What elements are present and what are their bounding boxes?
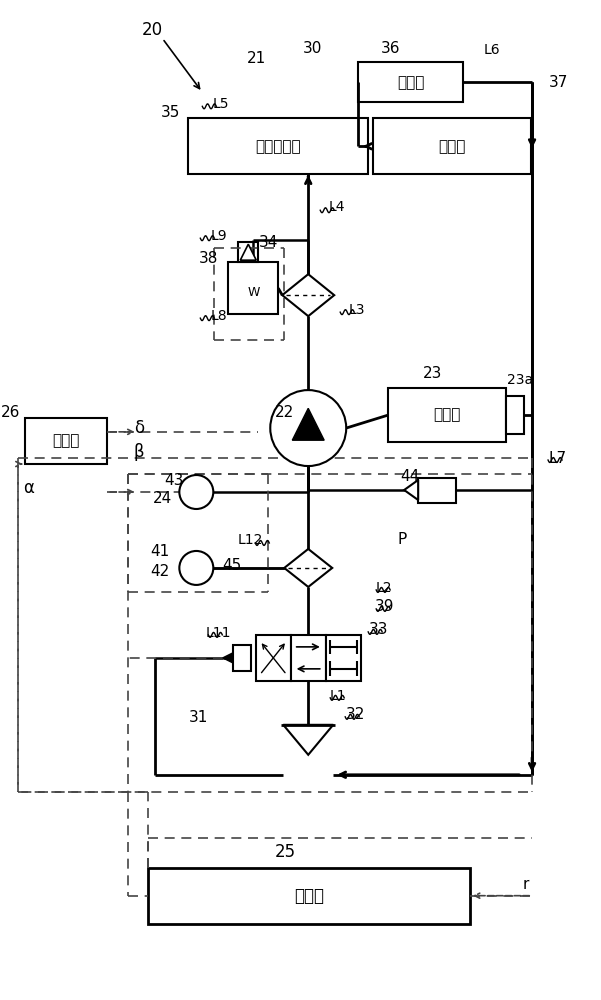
Text: 38: 38 — [198, 251, 218, 266]
Polygon shape — [404, 480, 418, 500]
Bar — [148, 868, 470, 924]
Bar — [233, 645, 251, 671]
Text: L12: L12 — [237, 533, 263, 547]
Text: 23: 23 — [423, 366, 442, 381]
Text: L6: L6 — [484, 43, 501, 57]
Bar — [238, 242, 258, 262]
Bar — [388, 388, 506, 442]
Text: 23a: 23a — [507, 373, 533, 387]
Polygon shape — [282, 274, 334, 316]
Bar — [25, 418, 108, 464]
Text: L3: L3 — [348, 303, 365, 317]
Text: β: β — [134, 443, 144, 461]
Polygon shape — [284, 549, 332, 587]
Text: 控制部: 控制部 — [294, 887, 324, 905]
Text: 42: 42 — [151, 564, 170, 579]
Polygon shape — [223, 653, 233, 663]
Text: δ: δ — [134, 419, 144, 437]
Bar — [506, 396, 524, 434]
Bar — [228, 262, 278, 314]
Bar — [373, 118, 531, 174]
Text: 21: 21 — [246, 51, 266, 66]
Text: 43: 43 — [165, 473, 184, 488]
Text: L4: L4 — [328, 200, 345, 214]
Bar — [291, 635, 326, 681]
Text: 37: 37 — [548, 75, 568, 90]
Text: 20: 20 — [142, 21, 163, 39]
Text: 冷却器: 冷却器 — [397, 75, 424, 90]
Text: L2: L2 — [376, 581, 392, 595]
Text: α: α — [23, 479, 34, 497]
Text: 31: 31 — [189, 710, 208, 725]
Text: 24: 24 — [153, 491, 172, 506]
Text: 45: 45 — [223, 558, 242, 573]
Text: 41: 41 — [151, 544, 170, 559]
Text: 44: 44 — [400, 469, 419, 484]
Text: 33: 33 — [368, 622, 388, 637]
Polygon shape — [240, 244, 256, 260]
Text: 26: 26 — [1, 405, 20, 420]
Text: 变速器: 变速器 — [439, 139, 466, 154]
Text: 36: 36 — [380, 41, 400, 56]
Circle shape — [179, 475, 213, 509]
Bar — [256, 635, 291, 681]
Text: 发送部: 发送部 — [53, 434, 80, 449]
Text: L8: L8 — [210, 309, 227, 323]
Text: P: P — [397, 532, 407, 547]
Bar — [358, 62, 463, 102]
Text: 液力变矩器: 液力变矩器 — [255, 139, 301, 154]
Text: L1: L1 — [330, 689, 347, 703]
Text: r: r — [523, 877, 529, 892]
Circle shape — [270, 390, 346, 466]
Text: L5: L5 — [212, 97, 229, 111]
Text: 39: 39 — [374, 599, 394, 614]
Text: L9: L9 — [210, 229, 227, 243]
Text: 22: 22 — [275, 405, 294, 420]
Text: 34: 34 — [258, 235, 278, 250]
Bar — [418, 478, 456, 503]
Text: 32: 32 — [346, 707, 365, 722]
Text: L7: L7 — [549, 451, 567, 466]
Text: 30: 30 — [302, 41, 322, 56]
Bar — [188, 118, 368, 174]
Text: 发动机: 发动机 — [433, 408, 461, 423]
Bar — [326, 635, 361, 681]
Text: W: W — [247, 286, 260, 299]
Polygon shape — [283, 725, 333, 755]
Circle shape — [179, 551, 213, 585]
Text: 25: 25 — [275, 843, 296, 861]
Text: 35: 35 — [160, 105, 180, 120]
Text: L11: L11 — [206, 626, 231, 640]
Polygon shape — [292, 408, 324, 440]
